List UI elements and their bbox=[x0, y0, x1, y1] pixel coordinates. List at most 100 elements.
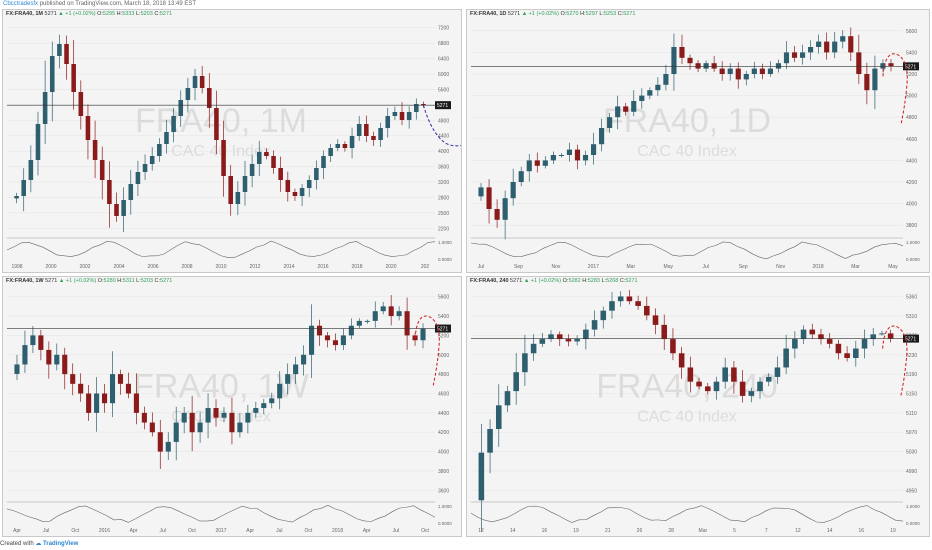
candle-body bbox=[631, 101, 637, 112]
price-label-box bbox=[903, 334, 919, 343]
price-label: 5271 bbox=[905, 337, 916, 343]
candle-body bbox=[92, 140, 98, 160]
candle-body bbox=[696, 381, 702, 387]
y-tick-label: 5310 bbox=[906, 314, 917, 320]
candle-body bbox=[671, 47, 677, 74]
candle-body bbox=[879, 333, 885, 335]
x-tick-label: 21 bbox=[605, 528, 611, 534]
x-tick-label: May bbox=[664, 264, 674, 270]
candle-body bbox=[356, 320, 362, 326]
author-link[interactable]: Cbcctradesfx bbox=[3, 1, 39, 7]
candle-body bbox=[548, 334, 554, 340]
y-tick-label: 4600 bbox=[438, 392, 449, 398]
chart-panel-4h[interactable]: FX:FRA40, 240 5271 ▲ +1 (+0.02%) O:5282 … bbox=[466, 276, 930, 537]
legend-low: 5253 bbox=[603, 11, 617, 17]
candle-body bbox=[332, 340, 338, 346]
candle-body bbox=[49, 56, 55, 92]
candle-body bbox=[121, 200, 126, 216]
watermark-name: CAC 40 Index bbox=[171, 143, 271, 160]
candle-body bbox=[513, 372, 519, 392]
candle-body bbox=[566, 149, 573, 155]
x-tick-label: Mar bbox=[699, 528, 708, 534]
x-tick-label: Oct bbox=[71, 528, 79, 534]
candle-body bbox=[314, 168, 319, 180]
candle-body bbox=[502, 198, 508, 220]
candle-body bbox=[583, 329, 589, 340]
candle-body bbox=[342, 144, 348, 148]
y-tick-label: 4200 bbox=[438, 430, 449, 436]
candle-body bbox=[835, 343, 842, 354]
candle-body bbox=[713, 381, 720, 392]
x-tick-label: 12 bbox=[478, 528, 484, 534]
candle-body bbox=[626, 296, 633, 302]
candle-body bbox=[888, 63, 894, 67]
x-tick-label: 1998 bbox=[11, 264, 22, 270]
candle-body bbox=[54, 354, 60, 365]
candle-body bbox=[299, 188, 305, 196]
y-tick-label: 5400 bbox=[438, 314, 449, 320]
y-tick-label: 4200 bbox=[906, 180, 917, 186]
candle-body bbox=[199, 76, 205, 88]
chart-panel-daily[interactable]: FX:FRA40, 1D 5271 ▲ +1 (+0.02%) O:5270 H… bbox=[466, 9, 930, 273]
candle-body bbox=[414, 104, 419, 112]
oscillator-line bbox=[470, 241, 904, 260]
legend-low: 5268 bbox=[606, 278, 619, 284]
x-tick-label: Mar bbox=[851, 264, 860, 270]
legend-last: 5271 bbox=[507, 11, 521, 17]
x-tick-label: Apr bbox=[130, 528, 138, 534]
candle-body bbox=[748, 391, 755, 396]
price-label: 5271 bbox=[437, 327, 448, 333]
candle-body bbox=[703, 63, 709, 69]
legend-last: 5271 bbox=[45, 278, 58, 284]
watermark-name: CAC 40 Index bbox=[637, 409, 737, 426]
candle-body bbox=[799, 52, 806, 58]
candle-body bbox=[57, 44, 62, 56]
chart-panel-weekly[interactable]: FX:FRA40, 1W 5271 ▲ +1 (+0.02%) O:5280 H… bbox=[2, 276, 462, 537]
legend-low: 5203 bbox=[140, 278, 153, 284]
y-tick-label: 5600 bbox=[906, 29, 917, 35]
chart-canvas: 5600 5400 5200 5000 4800 4600 4400 4200 4000 3800… bbox=[6, 295, 452, 534]
candle-body bbox=[30, 335, 36, 346]
candle-body bbox=[808, 47, 814, 53]
up-arrow-icon: ▲ bbox=[58, 11, 64, 17]
candle-body bbox=[149, 422, 155, 433]
y-tick-label: 6000 bbox=[438, 72, 449, 78]
candle-body bbox=[125, 383, 131, 394]
candle-body bbox=[117, 374, 124, 384]
candle-body bbox=[574, 339, 580, 342]
candle-body bbox=[128, 184, 134, 200]
candle-body bbox=[478, 452, 485, 501]
watermark-symbol: FRA40, 1M bbox=[135, 102, 307, 140]
candle-body bbox=[221, 140, 226, 176]
x-tick-label: 2008 bbox=[181, 264, 192, 270]
candle-body bbox=[71, 64, 76, 92]
candle-body bbox=[349, 136, 355, 148]
candle-body bbox=[385, 116, 391, 128]
y-tick-label: 6800 bbox=[438, 41, 449, 47]
candle-body bbox=[245, 412, 251, 423]
candle-body bbox=[285, 180, 291, 192]
legend-symbol: FX:FRA40, 1M bbox=[6, 11, 43, 17]
y-tick-label: 4400 bbox=[438, 134, 449, 140]
y-tick-label: 5230 bbox=[906, 353, 917, 359]
y-tick-label: 6400 bbox=[438, 57, 449, 63]
watermark-symbol: FRA40, 1W bbox=[133, 368, 309, 406]
candle-body bbox=[558, 155, 564, 156]
candle-body bbox=[687, 57, 693, 64]
x-tick-label: 26 bbox=[637, 528, 643, 534]
publish-info: published on TradingView.com, March 18, … bbox=[39, 1, 197, 7]
candle-body bbox=[229, 412, 235, 433]
candle-body bbox=[816, 41, 822, 47]
tradingview-link[interactable]: TradingView bbox=[43, 541, 79, 547]
candle-body bbox=[107, 180, 112, 204]
x-tick-label: 2017 bbox=[588, 264, 599, 270]
candle-body bbox=[14, 364, 20, 374]
x-tick-label: Oct bbox=[421, 528, 429, 534]
x-tick-label: 2017 bbox=[215, 528, 226, 534]
x-tick-label: Jul bbox=[703, 264, 709, 270]
chart-panel-monthly[interactable]: FX:FRA40, 1M 5271 ▲ +1 (+0.02%) O:5295 H… bbox=[2, 9, 462, 273]
y-tick-label: 2200 bbox=[438, 226, 449, 232]
candle-body bbox=[348, 325, 354, 336]
candle-body bbox=[237, 422, 243, 433]
candle-body bbox=[173, 422, 179, 442]
